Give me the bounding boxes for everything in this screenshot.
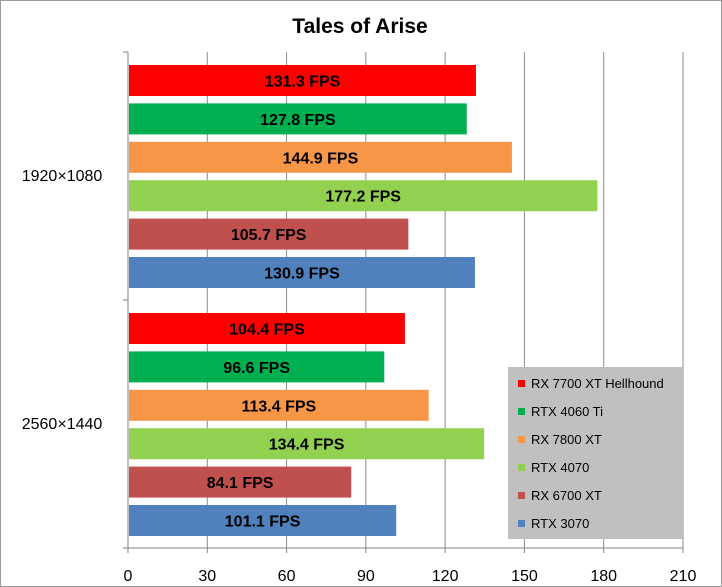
- data-label: 113.4 FPS: [241, 398, 316, 415]
- x-tick-label: 120: [432, 568, 459, 585]
- data-label: 84.1 FPS: [207, 475, 274, 492]
- bar: [129, 313, 405, 344]
- x-tick-label: 60: [278, 568, 296, 585]
- chart-title: Tales of Arise: [292, 15, 427, 38]
- x-tick-label: 30: [198, 568, 216, 585]
- legend-swatch: [518, 408, 525, 415]
- bar: [129, 65, 477, 96]
- data-label: 127.8 FPS: [260, 112, 336, 129]
- data-label: 104.4 FPS: [229, 322, 305, 339]
- legend-box: [508, 367, 683, 539]
- x-tick-label: 90: [357, 568, 375, 585]
- x-tick-label: 210: [670, 568, 697, 585]
- data-label: 101.1 FPS: [225, 514, 301, 531]
- data-label: 177.2 FPS: [325, 189, 401, 206]
- category-label: 2560×1440: [22, 416, 103, 433]
- legend-label: RTX 4070: [531, 460, 589, 475]
- legend-swatch: [518, 464, 525, 471]
- data-label: 134.4 FPS: [269, 437, 345, 454]
- bar: [129, 141, 512, 173]
- x-tick-label: 180: [590, 568, 617, 585]
- data-label: 96.6 FPS: [223, 360, 290, 377]
- bar: [129, 351, 385, 383]
- data-label: 144.9 FPS: [283, 150, 359, 167]
- data-label: 105.7 FPS: [231, 227, 307, 244]
- bar: [129, 103, 467, 135]
- data-label: 131.3 FPS: [265, 74, 341, 91]
- x-tick-label: 150: [511, 568, 538, 585]
- legend-label: RX 7800 XT: [531, 432, 602, 447]
- bar: [129, 428, 485, 460]
- bar: [129, 257, 475, 288]
- legend-label: RX 7700 XT Hellhound: [531, 376, 664, 391]
- x-tick-label: 0: [124, 568, 133, 585]
- legend-swatch: [518, 520, 525, 527]
- legend-label: RX 6700 XT: [531, 488, 602, 503]
- bar: [129, 218, 409, 250]
- bar: [129, 180, 598, 212]
- legend-swatch: [518, 436, 525, 443]
- legend-swatch: [518, 492, 525, 499]
- bar: [129, 466, 352, 498]
- category-label: 1920×1080: [22, 168, 103, 185]
- legend-swatch: [518, 380, 525, 387]
- legend-label: RTX 3070: [531, 516, 589, 531]
- legend-label: RTX 4060 Ti: [531, 404, 603, 419]
- bar: [129, 389, 429, 421]
- data-label: 130.9 FPS: [264, 266, 340, 283]
- bar: [129, 505, 397, 536]
